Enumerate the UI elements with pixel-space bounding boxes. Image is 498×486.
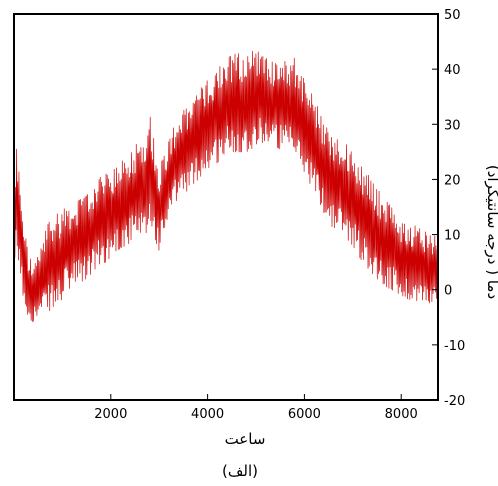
- y-axis-ticks: -20 -10 0 10 20 30 40 50: [432, 8, 465, 409]
- y-axis-title: دما ( درجه سانتیگراد): [484, 165, 498, 299]
- y-tick-label: -10: [444, 339, 465, 354]
- y-tick-label: 0: [444, 284, 452, 299]
- temperature-series-line: [13, 50, 439, 322]
- y-tick-label: -20: [444, 394, 465, 409]
- x-tick-label: 2000: [94, 407, 127, 422]
- x-axis-title: ساعت: [225, 430, 266, 448]
- figure-caption: (الف): [222, 462, 258, 480]
- y-tick-label: 10: [444, 229, 461, 244]
- y-tick-label: 30: [444, 118, 461, 133]
- y-tick-label: 20: [444, 173, 461, 188]
- x-tick-label: 8000: [385, 407, 418, 422]
- x-axis-ticks: 2000 4000 6000 8000: [94, 394, 418, 422]
- x-tick-label: 4000: [191, 407, 224, 422]
- plot-background: [14, 14, 438, 400]
- x-tick-label: 6000: [288, 407, 321, 422]
- plot-frame: [13, 13, 439, 401]
- y-tick-label: 50: [444, 8, 461, 23]
- y-tick-label: 40: [444, 63, 461, 78]
